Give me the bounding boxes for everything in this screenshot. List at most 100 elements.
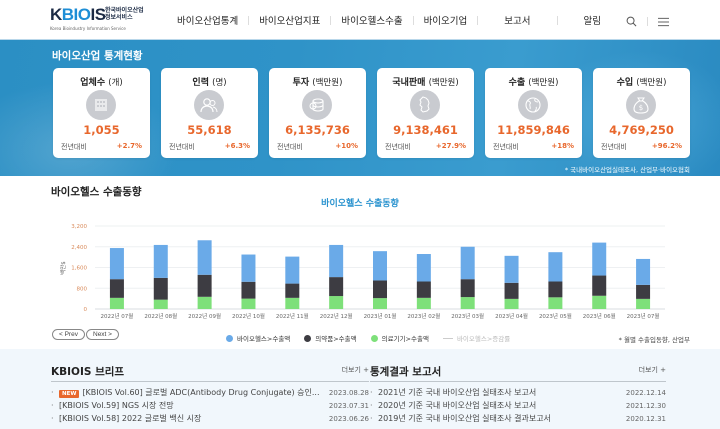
nav-item-bio-indicators[interactable]: 바이오산업지표	[259, 16, 321, 27]
stat-card-exports[interactable]: 수출 (백만원) 11,859,846 전년대비 +18%	[485, 68, 582, 158]
globe-icon	[518, 90, 548, 120]
bar-segment[interactable]	[197, 296, 212, 309]
bar-segment[interactable]	[109, 248, 124, 280]
card-rate: +96.2%	[651, 142, 682, 150]
bar-segment[interactable]	[460, 279, 475, 298]
menu-icon[interactable]	[658, 12, 669, 31]
bar-segment[interactable]	[548, 297, 563, 309]
bar-segment[interactable]	[416, 254, 431, 282]
list-item[interactable]: · [KBIOIS Vol.59] NGS 시장 전망 2023.07.31	[51, 399, 369, 412]
bar-segment[interactable]	[153, 299, 168, 309]
bar-segment[interactable]	[241, 254, 256, 282]
bar-segment[interactable]	[109, 297, 124, 309]
bar-segment[interactable]	[548, 252, 563, 282]
card-unit: (백만원)	[636, 78, 667, 88]
bar-segment[interactable]	[504, 298, 519, 309]
bullet: ·	[370, 414, 373, 423]
bar-segment[interactable]	[592, 242, 607, 276]
nav-item-bio-companies[interactable]: 바이오기업	[423, 16, 468, 27]
bar-segment[interactable]	[285, 297, 300, 309]
search-icon[interactable]	[626, 12, 637, 31]
card-rate: +6.3%	[224, 142, 250, 150]
kbiois-logo[interactable]: KBIOIS 한국바이오산업 정보서비스 Korea Bioindustry I…	[50, 5, 160, 35]
stat-card-companies[interactable]: 업체수 (개) 1,055 전년대비 +2.7%	[53, 68, 150, 158]
x-tick-label: 2023년 05월	[539, 312, 572, 320]
bar-segment[interactable]	[373, 280, 387, 299]
bar-segment[interactable]	[329, 244, 344, 278]
x-tick-label: 2022년 08월	[144, 312, 177, 320]
bar-segment[interactable]	[548, 281, 563, 298]
list-item[interactable]: · NEW [KBIOIS Vol.60] 글로벌 ADC(Antibody Dru…	[51, 386, 369, 399]
stat-card-investment[interactable]: 투자 (백만원) 6,135,736 전년대비 +10%	[269, 68, 366, 158]
bar-segment[interactable]	[460, 246, 475, 280]
nav-item-bio-stats[interactable]: 바이오산업통계	[177, 16, 239, 27]
legend-item-biohealth[interactable]: 바이오헬스>수출액	[226, 333, 290, 343]
stat-card-imports[interactable]: 수입 (백만원) $ 4,769,250 전년대비 +96.2%	[593, 68, 690, 158]
prev-button[interactable]: < Prev	[52, 329, 85, 340]
legend-item-growth-rate[interactable]: 바이오헬스>증감률	[442, 333, 510, 343]
bar-segment[interactable]	[241, 298, 256, 309]
stat-card-domestic-sales[interactable]: 국내판매 (백만원) 9,138,461 전년대비 +27.9%	[377, 68, 474, 158]
card-title-text: 수입	[616, 78, 634, 88]
bar-segment[interactable]	[460, 297, 475, 309]
card-title-text: 인력	[192, 78, 209, 88]
list-item[interactable]: · 2020년 기준 국내 바이오산업 실태조사 보고서 2021.12.30	[370, 399, 666, 412]
legend-label: 의약품>수출액	[315, 335, 357, 343]
x-tick-label: 2023년 01월	[364, 312, 397, 320]
bar-segment[interactable]	[197, 240, 212, 275]
x-tick-label: 2022년 07월	[100, 312, 133, 320]
bar-segment[interactable]	[329, 277, 344, 297]
nav-item-reports[interactable]: 보고서	[504, 16, 531, 27]
bar-segment[interactable]	[109, 279, 124, 298]
x-tick-label: 2022년 12월	[320, 312, 353, 320]
y-axis-unit: 백만$	[60, 261, 67, 275]
x-tick-label: 2022년 10월	[232, 312, 265, 320]
card-title: 수출 (백만원)	[485, 75, 582, 88]
bar-segment[interactable]	[416, 297, 431, 309]
list-item[interactable]: · [KBIOIS Vol.58] 2022 글로벌 백신 시장 2023.06.2…	[51, 412, 369, 425]
nav-item-biohealth-export[interactable]: 바이오헬스수출	[341, 16, 403, 27]
chart-title: 바이오헬스 수출동향	[321, 199, 399, 209]
bio-stats-overview: 바이오산업 통계현황 업체수 (개) 1,055 전년대비 +2.7% 인력 (…	[0, 40, 720, 176]
list-item[interactable]: · 2021년 기준 국내 바이오산업 실태조사 보고서 2022.12.14	[370, 386, 666, 399]
list-item[interactable]: · 2019년 기준 국내 바이오산업 실태조사 결과보고서 2020.12.31	[370, 412, 666, 425]
bar-segment[interactable]	[285, 283, 300, 298]
bar-segment[interactable]	[373, 251, 387, 281]
card-compare-label: 전년대비	[169, 143, 195, 151]
card-compare-label: 전년대비	[601, 143, 627, 151]
x-tick-label: 2023년 04월	[495, 312, 528, 320]
bar-segment[interactable]	[197, 274, 212, 297]
bar-segment[interactable]	[636, 258, 651, 285]
bar-segment[interactable]	[153, 244, 168, 278]
bar-segment[interactable]	[373, 298, 387, 309]
bullet: ·	[51, 401, 54, 410]
next-button[interactable]: Next >	[86, 329, 119, 340]
card-title-text: 국내판매	[392, 78, 426, 88]
bar-segment[interactable]	[285, 256, 300, 284]
stat-card-workforce[interactable]: 인력 (명) 55,618 전년대비 +6.3%	[161, 68, 258, 158]
bar-segment[interactable]	[416, 281, 431, 298]
nav-item-notices[interactable]: 알림	[583, 16, 601, 27]
bar-segment[interactable]	[636, 298, 651, 309]
logo-korean-line1: 한국바이오산업	[105, 7, 144, 14]
bar-segment[interactable]	[592, 295, 607, 309]
bullet: ·	[51, 388, 54, 397]
card-title: 국내판매 (백만원)	[377, 75, 474, 88]
bar-segment[interactable]	[592, 275, 607, 296]
new-badge: NEW	[59, 390, 80, 398]
bar-segment[interactable]	[153, 277, 168, 300]
brief-more-link[interactable]: 더보기 +	[341, 366, 369, 374]
bar-segment[interactable]	[329, 296, 344, 309]
list-item-title: 2020년 기준 국내 바이오산업 실태조사 보고서	[378, 401, 537, 410]
list-item-title: NEW [KBIOIS Vol.60] 글로벌 ADC(Antibody Drug…	[59, 387, 321, 398]
legend-label: 바이오헬스>수출액	[237, 335, 291, 343]
bar-segment[interactable]	[504, 255, 519, 283]
legend-item-medical-devices[interactable]: 의료기기>수출액	[370, 333, 429, 343]
bar-segment[interactable]	[241, 281, 256, 299]
reports-more-link[interactable]: 더보기 +	[638, 366, 666, 374]
y-tick-label: 3,200	[71, 224, 87, 230]
x-tick-label: 2022년 09월	[188, 312, 221, 320]
bar-segment[interactable]	[636, 284, 651, 299]
legend-item-pharma[interactable]: 의약품>수출액	[304, 333, 357, 343]
bar-segment[interactable]	[504, 282, 519, 299]
